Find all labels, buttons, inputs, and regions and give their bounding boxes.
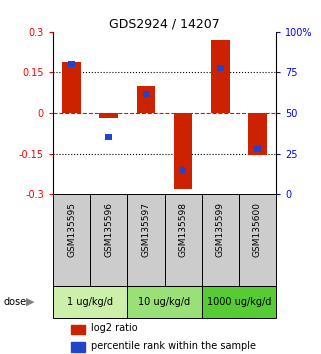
Text: ▶: ▶	[26, 297, 34, 307]
Bar	[202, 286, 276, 319]
Bar	[211, 40, 230, 113]
Bar	[105, 135, 112, 140]
Bar	[180, 167, 187, 173]
Bar	[164, 194, 202, 286]
Bar	[53, 194, 90, 286]
Bar	[254, 146, 261, 152]
Bar	[71, 325, 85, 335]
Bar	[239, 194, 276, 286]
Text: 1 ug/kg/d: 1 ug/kg/d	[67, 297, 113, 307]
Text: dose: dose	[3, 297, 26, 307]
Text: GSM135595: GSM135595	[67, 201, 76, 257]
Text: GSM135597: GSM135597	[142, 201, 151, 257]
Bar	[127, 194, 164, 286]
Text: GSM135600: GSM135600	[253, 201, 262, 257]
Text: GSM135599: GSM135599	[216, 201, 225, 257]
Bar	[248, 113, 267, 155]
Bar	[143, 91, 149, 97]
Bar	[90, 194, 127, 286]
Text: 10 ug/kg/d: 10 ug/kg/d	[138, 297, 191, 307]
Bar	[202, 194, 239, 286]
Bar	[68, 61, 75, 67]
Text: percentile rank within the sample: percentile rank within the sample	[91, 341, 256, 351]
Text: 1000 ug/kg/d: 1000 ug/kg/d	[207, 297, 271, 307]
Text: GSM135598: GSM135598	[178, 201, 187, 257]
Bar	[174, 113, 192, 189]
Bar	[71, 342, 85, 352]
Bar	[217, 64, 224, 70]
Bar	[127, 286, 202, 319]
Bar	[53, 286, 127, 319]
Title: GDS2924 / 14207: GDS2924 / 14207	[109, 18, 220, 31]
Bar	[137, 86, 155, 113]
Text: GSM135596: GSM135596	[104, 201, 113, 257]
Bar	[62, 62, 81, 113]
Text: log2 ratio: log2 ratio	[91, 324, 137, 333]
Bar	[100, 113, 118, 119]
